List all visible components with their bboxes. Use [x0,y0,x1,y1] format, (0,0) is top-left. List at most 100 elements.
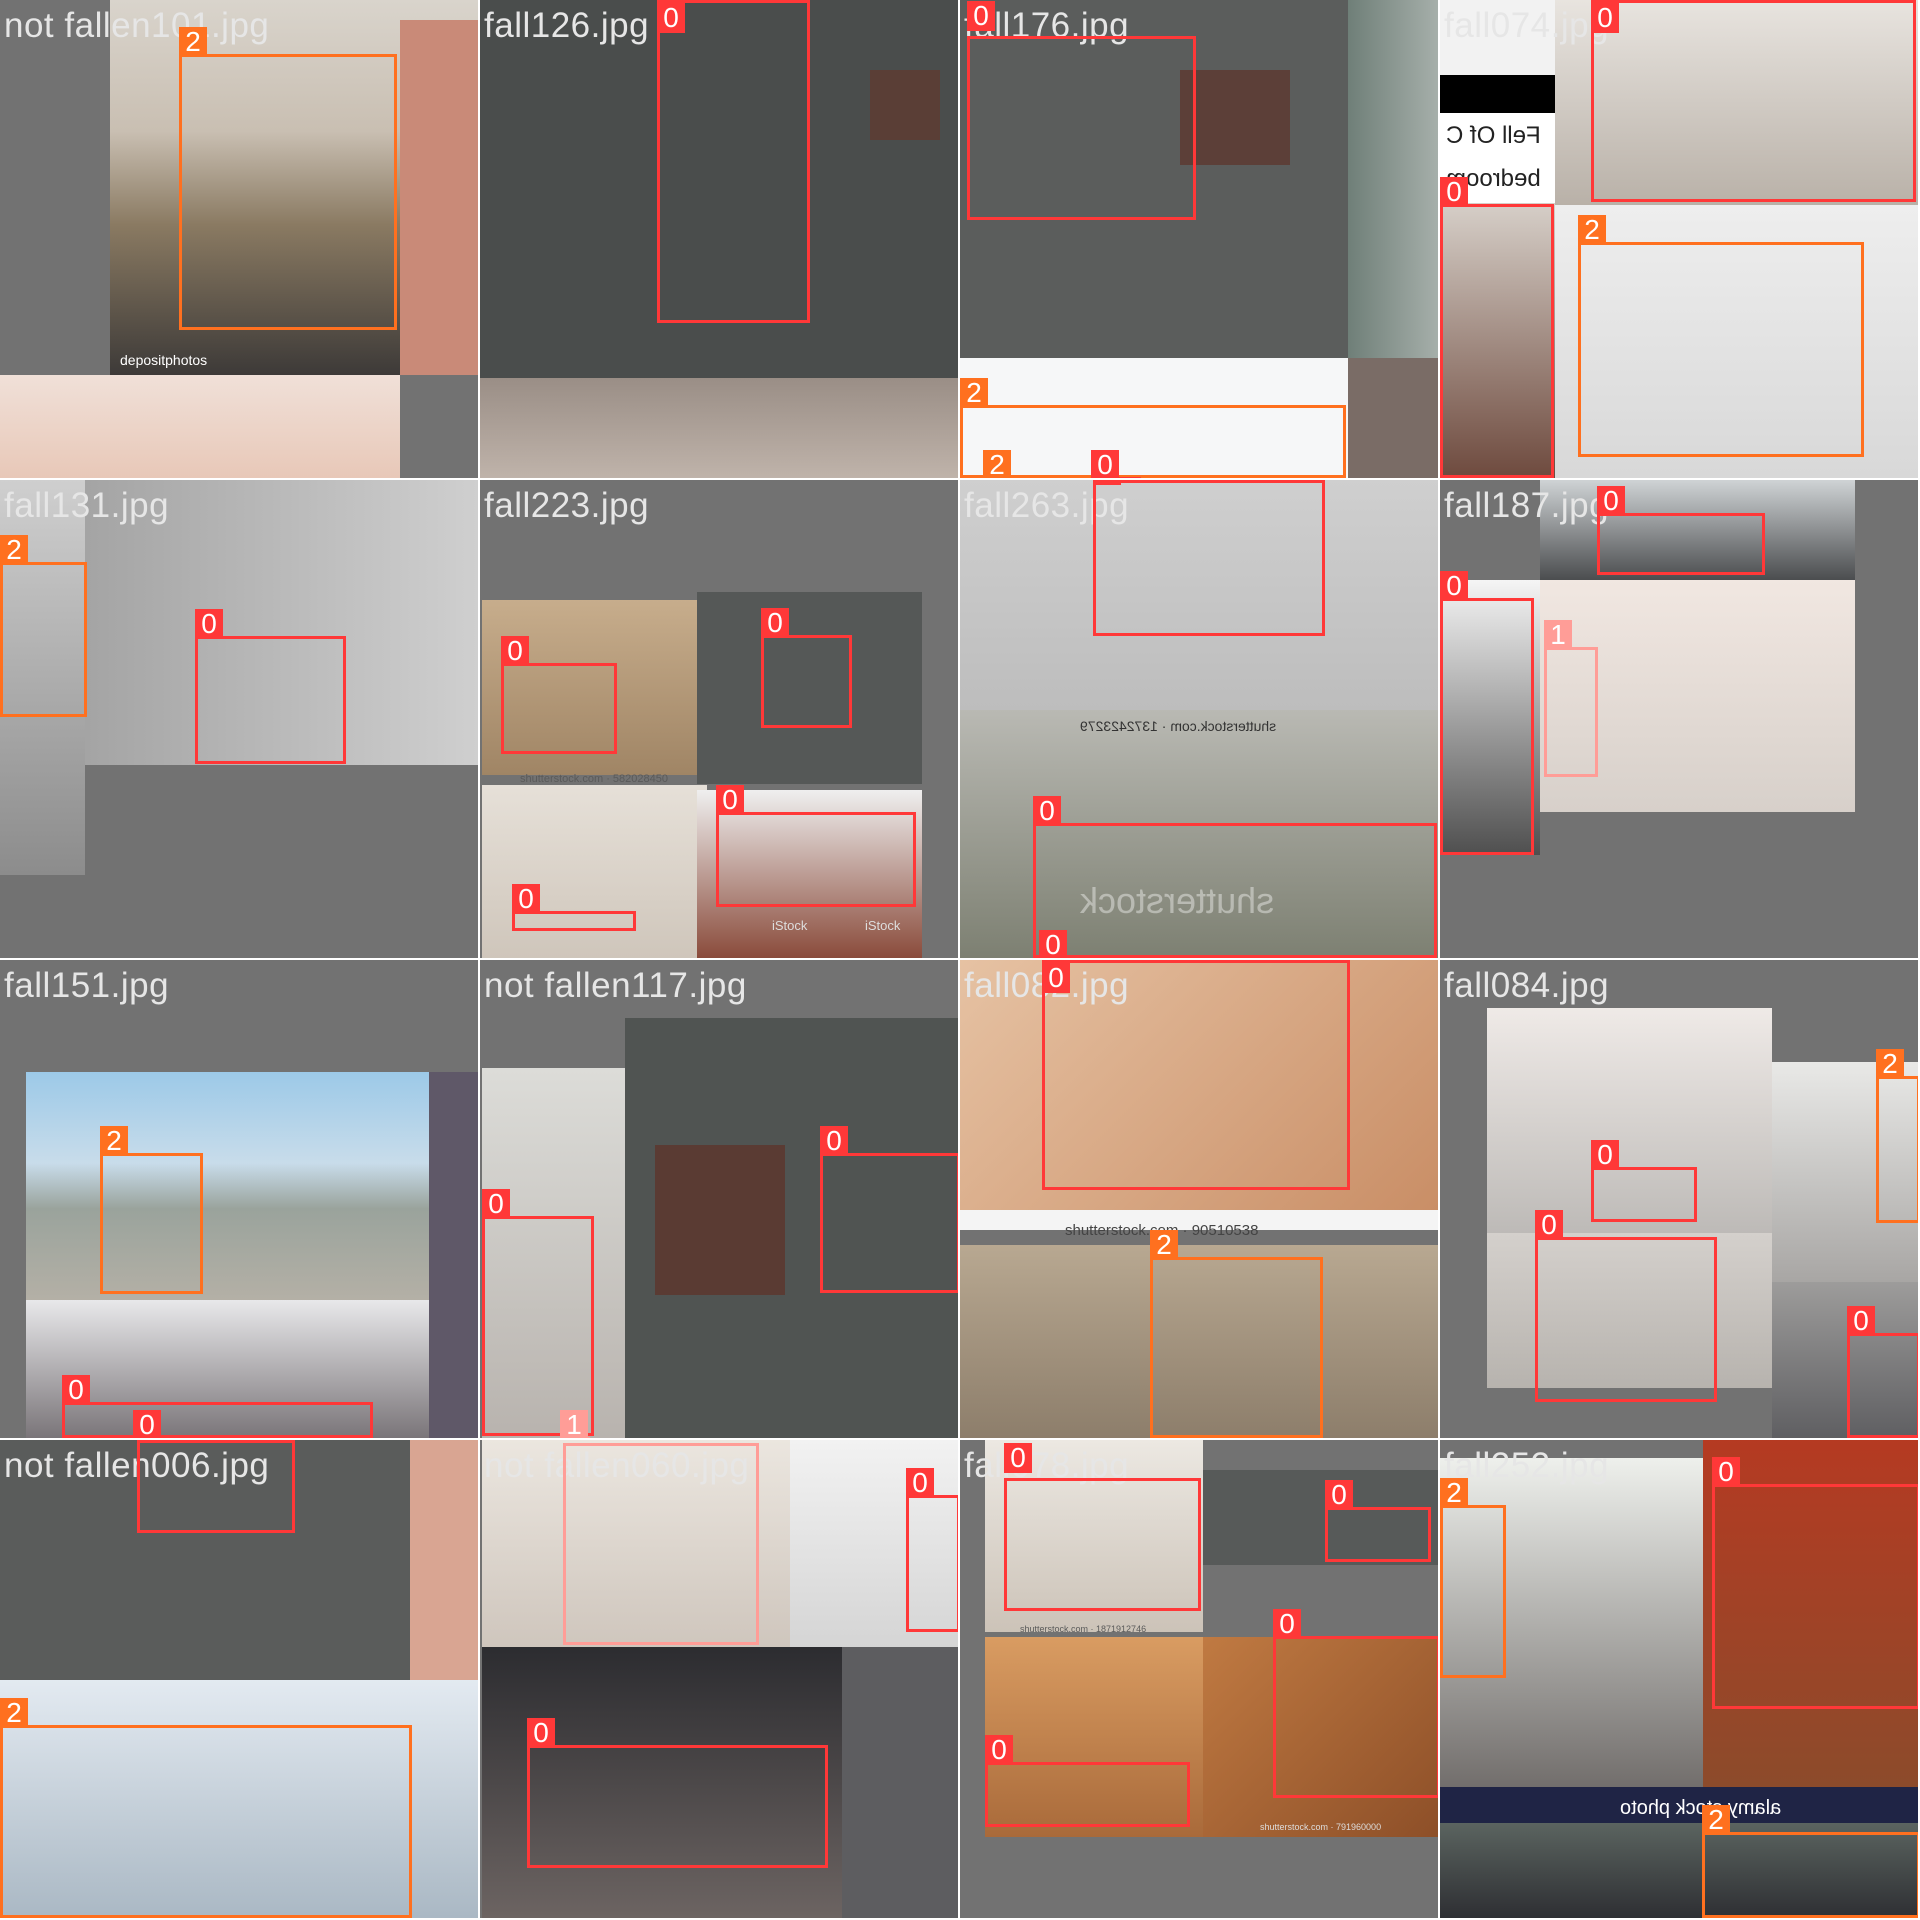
tile-filename: fall187.jpg [1444,486,1610,525]
class-label: 2 [1150,1230,1178,1260]
class-label: 2 [100,1126,128,1156]
detection-box: 2 [0,1698,412,1918]
tile-fall187: fall187.jpg 0 0 1 [1440,480,1920,960]
tile-filename: not fallen006.jpg [4,1446,270,1485]
photo [1203,1470,1438,1565]
tile-fall223: shutterstock.com · 582028450 iStock iSto… [480,480,960,960]
detection-box: 2 [1578,215,1864,457]
detection-box: 2 [100,1126,203,1294]
detection-box: 0 [1004,1443,1201,1611]
watermark: depositphotos [120,352,208,368]
photo [26,1072,429,1300]
photo [410,1440,478,1680]
photo [1440,203,1555,478]
photo [655,1145,785,1295]
tile-filename: fall263.jpg [964,486,1130,525]
tile-filename: fall126.jpg [484,6,650,45]
photo [960,710,1438,958]
class-label: 2 [179,27,207,57]
class-label: 2 [0,535,28,565]
detection-box: 0 [1591,1140,1697,1222]
tile-not-fallen101: depositphotos not fallen101.jpg 2 [0,0,480,480]
photo [0,375,400,478]
class-label: 0 [62,1375,90,1405]
class-label: 0 [906,1468,934,1498]
detection-box: 0 [1847,1306,1918,1438]
detection-box: 0 [1591,0,1916,202]
class-label: 0 [967,1,995,31]
class-label: 0 [1440,571,1468,601]
photo [1772,1062,1918,1282]
photo [960,1210,1438,1230]
photo [482,1068,625,1438]
class-label: 0 [1039,930,1067,958]
class-label: 0 [1004,1443,1032,1473]
photo [429,1072,478,1438]
tile-not-fallen060: not fallen060.jpg 0 0 [480,1440,960,1920]
tile-filename: not fallen101.jpg [4,6,270,45]
watermark: iStock [865,918,901,933]
photo [960,480,1438,710]
watermark: shutterstock.com · 582028450 [520,773,668,785]
detection-box: 2 [1440,1478,1506,1678]
photo [400,20,478,375]
tile-not-fallen006: not fallen006.jpg 2 [0,1440,480,1920]
tile-fall131: fall131.jpg 2 0 [0,480,480,960]
tile-fall078: shutterstock.com · 1871912746 shuttersto… [960,1440,1440,1920]
class-label: 0 [1273,1609,1301,1639]
tile-filename: fall223.jpg [484,486,650,525]
class-label: 0 [1597,486,1625,516]
class-label: 2 [0,1698,28,1728]
detection-box: 0 [1535,1210,1717,1402]
class-label: 0 [761,608,789,638]
detection-box: 2 [960,378,1346,478]
photo [482,785,707,958]
class-label: 0 [527,1718,555,1748]
detection-box: 0 [1093,480,1325,636]
watermark: Fell Of C [1446,122,1541,149]
tile-fall252: alamy stock photo fall252.jpg 2 0 2 [1440,1440,1920,1920]
class-label: 0 [1042,963,1070,993]
photo [1540,580,1855,812]
photo [1348,0,1438,358]
watermark: shutterstock.com · 791960000 [1260,1822,1382,1832]
photo [482,600,697,775]
class-label: 0 [195,609,223,639]
class-label: 0 [716,785,744,815]
class-label: 2 [960,378,988,408]
class-label: 0 [482,1189,510,1219]
tile-fall151: fall151.jpg 2 0 0 [0,960,480,1440]
detection-box: 0 [1273,1609,1438,1798]
detection-box [137,1440,295,1533]
photo [960,960,1438,1210]
photo [1772,1282,1918,1438]
tile-fall074: Fell Of C bedroom fall074.jpg 0 0 2 [1440,0,1920,480]
detection-box: 0 [501,636,617,754]
tile-filename: fall131.jpg [4,486,170,525]
detection-box: 0 [1440,571,1534,855]
class-label: 2 [1702,1805,1730,1835]
detection-box: 0 [761,608,852,728]
class-label: 1 [560,1410,588,1438]
class-label: 0 [820,1126,848,1156]
class-label: 0 [1591,1140,1619,1170]
detection-box: 2 [0,535,87,717]
detection-box: 2 [179,27,397,330]
photo [697,790,922,958]
detection-box: 2 [983,450,1163,478]
detection-box: 0 [716,785,916,907]
class-label: 0 [1093,480,1121,485]
photo [1440,0,1555,75]
photo [482,1647,842,1918]
photo [960,358,1348,478]
photo [1540,480,1855,580]
tile-fall084: fall084.jpg 2 0 0 0 [1440,960,1920,1440]
class-label: 0 [657,3,685,33]
class-label: 0 [1440,177,1468,207]
detection-box: 0 [820,1126,958,1293]
photo [1555,205,1918,478]
class-label: 2 [983,450,1011,478]
class-label: 0 [985,1735,1013,1765]
class-label: 2 [1876,1049,1904,1079]
